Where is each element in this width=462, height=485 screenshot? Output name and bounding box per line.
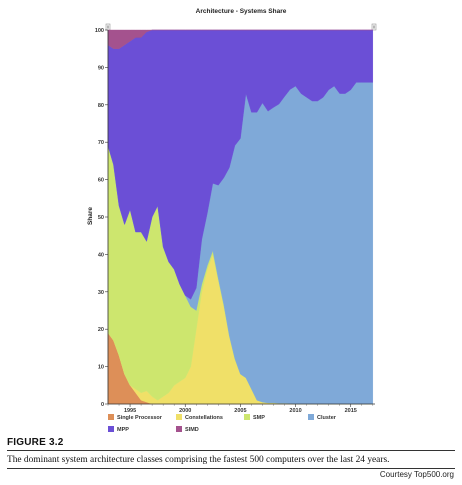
- legend-label-simd: SIMD: [185, 427, 199, 433]
- caption-bottom-rule: [7, 468, 455, 469]
- zoom-handle-right[interactable]: [371, 23, 377, 31]
- legend-swatch-cluster: [308, 414, 314, 420]
- zoom-handles[interactable]: [105, 23, 377, 31]
- y-tick-label: 60: [98, 178, 104, 184]
- legend-label-mpp: MPP: [117, 427, 129, 433]
- y-tick-label: 30: [98, 290, 104, 296]
- chart-title: Architecture - Systems Share: [196, 8, 287, 15]
- x-tick-label: 2005: [234, 408, 246, 414]
- x-tick-label: 2015: [345, 408, 357, 414]
- legend-swatch-single-processor: [108, 414, 114, 420]
- caption-top-rule: [7, 450, 455, 451]
- legend-label-constellations: Constellations: [185, 415, 223, 421]
- axes: 0 10 20 30 40 50 60 70 80 90 100 1995 2000 2005 2010 20…: [95, 28, 375, 414]
- legend-swatch-constellations: [176, 414, 182, 420]
- legend-label-single-processor: Single Processor: [117, 415, 163, 421]
- series-area-simd: [107, 29, 373, 49]
- figure-label: FIGURE 3.2: [7, 437, 64, 448]
- x-tick-label: 2000: [179, 408, 191, 414]
- y-tick-label: 0: [101, 402, 104, 408]
- x-tick-label: 2010: [289, 408, 301, 414]
- y-tick-label: 70: [98, 140, 104, 146]
- figure-caption: The dominant system architecture classes…: [7, 455, 390, 465]
- courtesy-note: Courtesy Top500.org: [379, 470, 454, 479]
- zoom-handle-left[interactable]: [105, 23, 111, 31]
- y-tick-label: 90: [98, 65, 104, 71]
- y-tick-label: 100: [95, 28, 104, 34]
- y-tick-label: 80: [98, 103, 104, 109]
- series-areas: [107, 29, 373, 405]
- legend-label-cluster: Cluster: [317, 415, 337, 421]
- y-axis-label: Share: [87, 207, 94, 225]
- legend: Single Processor Constellations SMP Cluster…: [108, 414, 337, 433]
- legend-swatch-smp: [244, 414, 250, 420]
- x-tick-label: 1995: [124, 408, 136, 414]
- legend-label-smp: SMP: [253, 415, 265, 421]
- y-tick-label: 10: [98, 365, 104, 371]
- y-tick-label: 20: [98, 327, 104, 333]
- y-tick-label: 40: [98, 252, 104, 258]
- legend-swatch-simd: [176, 426, 182, 432]
- y-tick-label: 50: [98, 215, 104, 221]
- legend-swatch-mpp: [108, 426, 114, 432]
